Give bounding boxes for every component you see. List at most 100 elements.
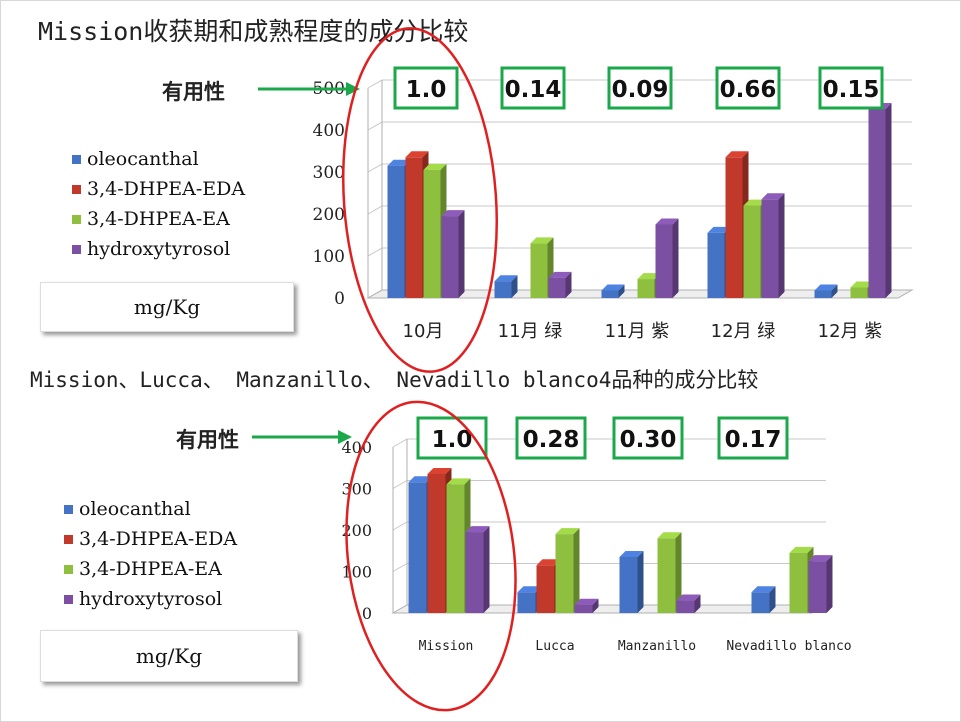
bar-front xyxy=(517,592,536,613)
y-tick-label: 300 xyxy=(313,163,345,183)
bar xyxy=(676,594,701,613)
bar-front xyxy=(427,473,446,613)
gridline-side xyxy=(392,480,408,489)
bar xyxy=(548,271,572,298)
usefulness-box xyxy=(717,416,789,460)
x-tick-label: 11月 绿 xyxy=(498,321,563,342)
legend-swatch xyxy=(72,154,81,164)
bar-top xyxy=(536,559,561,566)
bar-front xyxy=(408,482,427,613)
bar-top xyxy=(446,478,471,485)
usefulness-box xyxy=(715,66,781,110)
legend-swatch xyxy=(64,594,73,604)
bar-top xyxy=(619,550,644,557)
gridline-side xyxy=(392,438,408,448)
legend-item: 3,4-DHPEA-EA xyxy=(64,554,237,584)
y-tick-label: 100 xyxy=(313,247,345,267)
bar-front xyxy=(405,157,423,298)
usefulness-box xyxy=(393,66,459,110)
bar-side xyxy=(618,284,625,298)
bar-front xyxy=(789,552,808,613)
bar-side xyxy=(672,218,679,298)
bar-side xyxy=(592,598,599,613)
bar-top xyxy=(405,151,429,158)
bar-top xyxy=(751,586,776,593)
bar-front xyxy=(761,199,779,298)
legend-label: oleocanthal xyxy=(79,498,191,520)
legend-label: 3,4-DHPEA-EDA xyxy=(79,528,238,550)
bar xyxy=(555,528,580,613)
y-tick-label: 0 xyxy=(334,289,345,309)
bar-top xyxy=(555,528,580,535)
bar-side xyxy=(483,526,490,613)
bar-side xyxy=(573,528,580,613)
y-tick-label: 200 xyxy=(341,521,372,540)
unit-box-bottom: mg/Kg xyxy=(40,630,298,682)
bar-front xyxy=(446,484,465,613)
unit-box-top: mg/Kg xyxy=(40,282,294,332)
bar-front xyxy=(574,604,593,613)
usefulness-value: 0.17 xyxy=(725,427,782,453)
bar-top xyxy=(676,594,701,601)
y-tick-label: 200 xyxy=(313,205,345,225)
bar-side xyxy=(885,103,892,298)
bar-top xyxy=(637,273,661,280)
y-tick-label: 300 xyxy=(341,480,372,499)
legend-top: oleocanthal 3,4-DHPEA-EDA 3,4-DHPEA-EA h… xyxy=(72,144,245,264)
bar-top xyxy=(789,546,814,553)
bar-top xyxy=(441,210,465,217)
bar-front xyxy=(868,109,886,298)
gridline-side xyxy=(367,121,383,131)
usefulness-value: 1.0 xyxy=(432,427,473,453)
usefulness-value: 0.15 xyxy=(823,77,880,103)
gridline-side xyxy=(392,563,408,572)
arrow-head-icon xyxy=(338,430,352,444)
bar xyxy=(808,555,833,613)
bar-top xyxy=(494,275,518,282)
x-tick-label: Manzanillo xyxy=(618,639,696,654)
x-tick-label: Nevadillo blanco xyxy=(726,639,851,654)
bar-front xyxy=(707,232,725,298)
highlight-ellipse xyxy=(345,400,517,712)
usefulness-box xyxy=(515,416,587,460)
bar-front xyxy=(743,205,761,298)
arrow-head-icon xyxy=(346,82,360,96)
bar-side xyxy=(637,550,644,613)
legend-item: 3,4-DHPEA-EDA xyxy=(64,524,237,554)
bar xyxy=(751,586,776,613)
bar-side xyxy=(511,275,518,298)
gridline-side xyxy=(367,247,383,257)
bar-front xyxy=(850,287,868,298)
bar-top xyxy=(601,284,625,291)
gridline-side xyxy=(392,521,408,531)
bar-side xyxy=(826,555,833,613)
unit-label: mg/Kg xyxy=(135,644,203,668)
bar-front xyxy=(655,224,673,298)
legend-swatch xyxy=(64,534,73,544)
bar-front xyxy=(441,216,459,298)
legend-label: oleocanthal xyxy=(87,148,199,170)
bar-side xyxy=(694,594,701,613)
bar-front xyxy=(808,561,827,613)
bar-top xyxy=(574,598,599,605)
legend-swatch xyxy=(64,564,73,574)
legend-swatch xyxy=(72,214,81,224)
bar-top xyxy=(725,151,749,158)
legend-item: 3,4-DHPEA-EDA xyxy=(72,174,245,204)
unit-label: mg/Kg xyxy=(133,295,201,319)
bar-front xyxy=(530,243,548,298)
bar-front xyxy=(751,592,770,613)
x-tick-label: 12月 绿 xyxy=(711,321,776,342)
bar xyxy=(441,210,465,298)
bar-side xyxy=(458,210,465,298)
bar-top xyxy=(761,193,785,200)
gridline-side xyxy=(367,205,383,215)
legend-label: 3,4-DHPEA-EA xyxy=(79,558,222,580)
legend-item: oleocanthal xyxy=(64,494,237,524)
bar-top xyxy=(657,532,682,539)
usefulness-value: 0.28 xyxy=(523,427,580,453)
bar-top xyxy=(850,281,874,288)
bar-top xyxy=(465,526,490,533)
